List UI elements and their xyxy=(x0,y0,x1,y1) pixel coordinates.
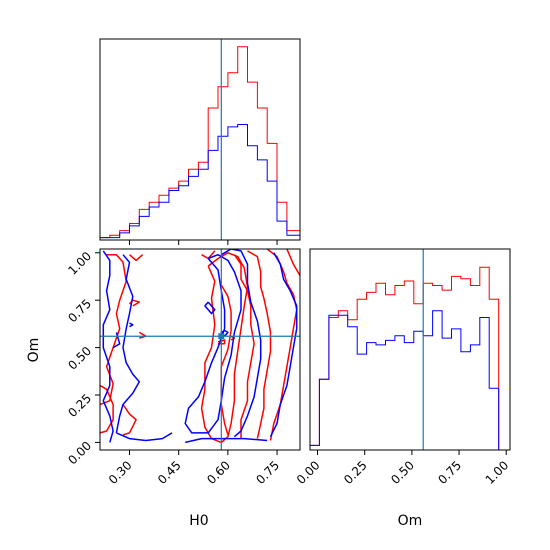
om-x-tick-label-0: 0.00 xyxy=(294,458,323,487)
scatter-y-tick-label-4: 1.00 xyxy=(65,249,94,278)
contour-0-14 xyxy=(286,249,300,276)
contour-1-9 xyxy=(269,252,298,438)
h0-hist-series-1 xyxy=(99,124,301,240)
contour-0-13 xyxy=(230,335,236,341)
scatter-frame xyxy=(99,248,301,451)
scatter-x-tick-label-2: 0.60 xyxy=(204,458,233,487)
contour-0-0 xyxy=(100,253,127,406)
h0-hist-frame xyxy=(99,38,301,241)
contour-0-10 xyxy=(247,250,272,439)
contour-0-1 xyxy=(100,384,114,434)
contour-1-3 xyxy=(185,437,268,444)
scatter-y-tick-label-0: 0.00 xyxy=(65,439,94,468)
contour-1-8 xyxy=(204,301,216,315)
scatter-x-tick-label-3: 0.75 xyxy=(253,458,282,487)
y-axis-label-om: Om xyxy=(26,338,42,363)
hist-h0-panel xyxy=(99,38,301,245)
scatter-y-tick-label-2: 0.50 xyxy=(65,344,94,373)
contour-0-7 xyxy=(200,252,249,444)
om-x-tick-label-4: 1.00 xyxy=(483,458,512,487)
hist-om-panel: 0.00 0.25 0.50 0.75 1.00 xyxy=(294,248,512,487)
contour-1-6 xyxy=(184,253,242,434)
om-x-tick-label-3: 0.75 xyxy=(435,458,464,487)
contour-group xyxy=(100,249,300,444)
contour-0-2 xyxy=(129,254,144,262)
h0-hist-series-0 xyxy=(99,46,301,240)
om-hist-series-0 xyxy=(309,266,510,451)
om-hist-frame xyxy=(309,248,511,451)
x-axis-label-h0: H0 xyxy=(189,513,208,529)
scatter-x-tick-label-1: 0.45 xyxy=(155,458,184,487)
contour-1-0 xyxy=(102,250,114,443)
scatter-y-tick-label-1: 0.25 xyxy=(65,391,94,420)
contour-0-9 xyxy=(233,254,255,439)
truth-marker xyxy=(218,333,225,340)
contour-1-2 xyxy=(116,432,173,442)
contour-1-5 xyxy=(129,322,134,328)
contour-0-4 xyxy=(138,331,147,339)
contour-1-1 xyxy=(115,254,141,434)
om-x-tick-label-1: 0.25 xyxy=(341,458,370,487)
contour-0-5 xyxy=(122,404,137,436)
x-axis-label-om: Om xyxy=(398,513,423,529)
scatter-y-tick-label-3: 0.75 xyxy=(65,296,94,325)
contour-0-11 xyxy=(266,249,298,441)
om-hist-series-1 xyxy=(309,310,510,451)
scatter-panel: 0.30 0.45 0.60 0.75 0.00 0.25 0.50 0.75 1.00 xyxy=(65,248,301,487)
contour-0-8 xyxy=(220,284,232,436)
om-x-tick-label-2: 0.50 xyxy=(388,458,417,487)
scatter-x-tick-label-0: 0.30 xyxy=(106,458,135,487)
contour-1-7 xyxy=(220,249,262,438)
